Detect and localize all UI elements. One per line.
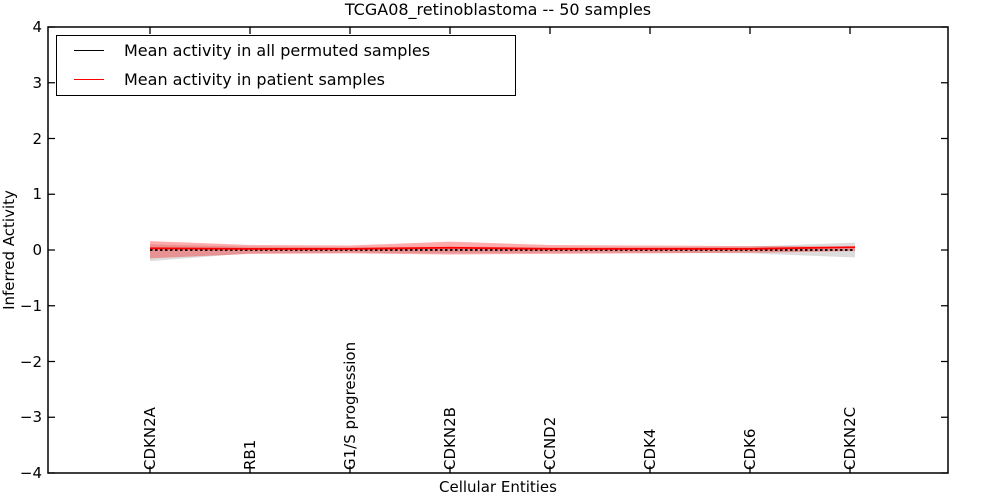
y-tick-label: −3	[19, 408, 42, 427]
x-tick-label: G1/S progression	[341, 341, 359, 470]
tick-marks	[48, 26, 948, 474]
line-patient-mean	[149, 246, 855, 250]
x-tick-label: CDKN2C	[841, 406, 859, 470]
x-tick-label: CDKN2B	[441, 407, 459, 470]
chart-title: TCGA08_retinoblastoma -- 50 samples	[344, 0, 652, 19]
y-tick-label: −4	[19, 464, 42, 482]
legend-label: Mean activity in patient samples	[124, 69, 385, 89]
y-tick-label: 3	[32, 73, 42, 92]
x-tick-label: CDK6	[741, 428, 759, 470]
x-tick-label: RB1	[241, 439, 259, 470]
x-tick-label: CDKN2A	[141, 407, 159, 470]
legend-entry-permuted: Mean activity in all permuted samples	[57, 36, 515, 65]
y-tick-label: 2	[32, 129, 42, 148]
y-tick-label: 1	[32, 185, 42, 204]
x-axis-label: Cellular Entities	[439, 478, 557, 496]
y-tick-label: 0	[32, 241, 42, 259]
y-tick-label: 4	[32, 18, 42, 36]
axes-spines	[47, 26, 949, 474]
x-tick-label: CCND2	[541, 416, 559, 470]
legend-label: Mean activity in all permuted samples	[124, 40, 431, 60]
legend: Mean activity in all permuted samples Me…	[56, 35, 516, 96]
x-tick-label: CDK4	[641, 428, 659, 470]
legend-entry-patient: Mean activity in patient samples	[57, 65, 515, 94]
red-line-sample-icon	[74, 79, 104, 80]
black-line-sample-icon	[74, 50, 104, 51]
band-permuted	[150, 242, 855, 262]
y-tick-label: −2	[19, 352, 42, 371]
y-tick-label: −1	[19, 296, 42, 315]
